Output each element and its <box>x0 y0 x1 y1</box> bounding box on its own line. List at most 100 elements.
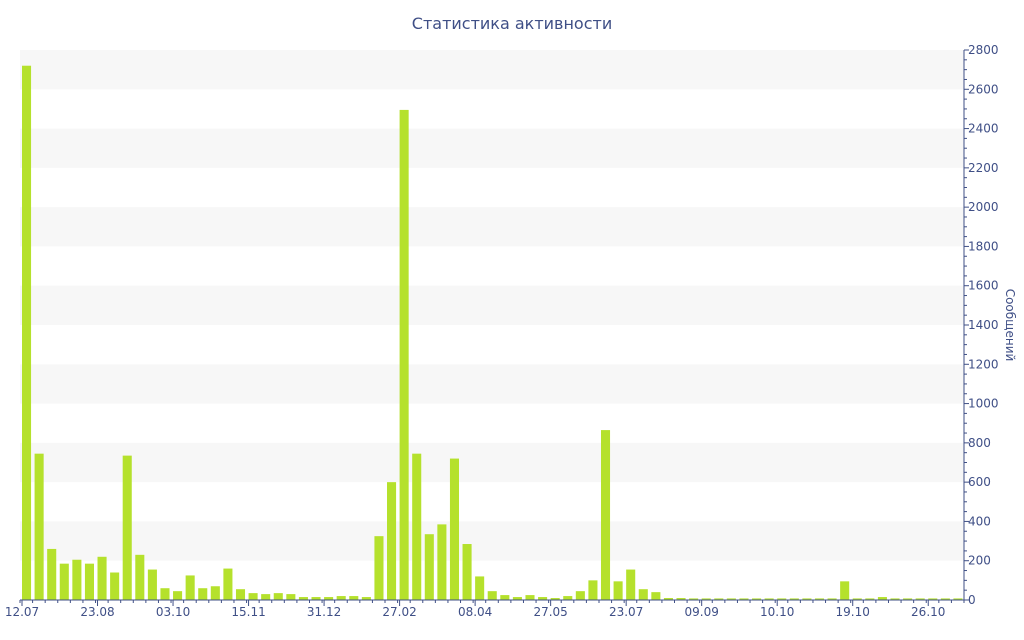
grid-band <box>20 285 964 325</box>
bar <box>349 596 359 600</box>
bar <box>235 589 246 600</box>
bar <box>72 559 82 600</box>
grid-band <box>20 50 964 90</box>
y-tick-label: 1600 <box>968 279 999 293</box>
bar <box>412 453 422 600</box>
y-axis: 0 200 400 600 800 1000 1200 1400 1600 1800 2000 220… <box>963 43 999 607</box>
x-tick-label: 27.02 <box>382 605 416 619</box>
bar <box>223 568 233 600</box>
bar <box>638 589 648 600</box>
bar <box>563 596 573 600</box>
bar <box>261 594 271 600</box>
bar <box>903 598 913 600</box>
bar <box>789 598 799 600</box>
bar <box>399 109 409 601</box>
bar <box>525 595 535 600</box>
x-tick-label: 12.07 <box>5 605 39 619</box>
bar <box>97 556 107 600</box>
bar <box>676 598 686 600</box>
bar <box>588 580 598 600</box>
x-tick-label: 15.11 <box>231 605 265 619</box>
y-axis-title: Сообщений <box>1003 289 1017 362</box>
bar <box>248 593 258 600</box>
y-tick-label: 0 <box>968 593 976 607</box>
bar <box>122 455 132 600</box>
grid-band <box>20 442 964 483</box>
bar <box>865 598 875 600</box>
bar <box>324 597 334 600</box>
bar <box>374 536 384 600</box>
bar <box>487 591 497 600</box>
y-tick-label: 2800 <box>968 43 999 57</box>
grid-band <box>20 521 964 561</box>
bar <box>273 593 283 600</box>
y-tick-label: 2200 <box>968 161 999 175</box>
bar <box>160 588 170 600</box>
bar <box>626 569 636 600</box>
chart-title: Статистика активности <box>411 14 613 33</box>
bar <box>814 598 825 600</box>
bar <box>714 598 724 600</box>
bar <box>22 65 32 600</box>
y-tick-label: 2400 <box>968 122 999 136</box>
bar <box>135 554 145 600</box>
bar <box>575 591 585 600</box>
bar <box>34 453 44 600</box>
bar <box>739 598 749 600</box>
bar <box>424 534 434 600</box>
bar <box>852 598 862 600</box>
bar <box>752 598 762 600</box>
bar <box>462 544 472 600</box>
y-tick-label: 200 <box>968 554 991 568</box>
bar <box>286 594 296 600</box>
bar <box>940 598 950 600</box>
bar <box>198 588 208 600</box>
y-tick-label: 1000 <box>968 397 999 411</box>
bar-series <box>22 65 963 601</box>
y-tick-label: 800 <box>968 436 991 450</box>
bar <box>777 598 787 600</box>
bar <box>336 596 346 600</box>
bar <box>651 592 661 600</box>
bar <box>298 597 308 600</box>
bar <box>185 575 195 600</box>
bar <box>953 598 963 600</box>
x-tick-label: 27.05 <box>533 605 567 619</box>
bar <box>802 598 812 600</box>
grid-band <box>20 128 964 168</box>
bar <box>613 581 623 600</box>
bar <box>437 524 447 600</box>
x-tick-label: 26.10 <box>911 605 945 619</box>
y-tick-label: 400 <box>968 514 991 528</box>
bar <box>827 598 837 600</box>
grid-bands <box>20 50 964 561</box>
bar <box>538 597 548 600</box>
x-tick-label: 31.12 <box>307 605 341 619</box>
x-axis: 12.07 23.08 03.10 15.11 31.12 27.02 08.04 27.05… <box>5 599 965 619</box>
bar <box>890 598 900 600</box>
bar <box>147 569 157 600</box>
y-tick-label: 1200 <box>968 357 999 371</box>
bar <box>512 597 522 600</box>
y-tick-label: 1800 <box>968 239 999 253</box>
x-tick-label: 19.10 <box>836 605 870 619</box>
x-tick-label: 09.09 <box>685 605 719 619</box>
bar <box>701 598 711 600</box>
y-tick-label: 2000 <box>968 200 999 214</box>
x-tick-label: 10.10 <box>760 605 794 619</box>
bar <box>600 430 611 600</box>
bar <box>500 595 510 600</box>
bar <box>475 576 485 600</box>
y-tick-label: 1400 <box>968 318 999 332</box>
x-tick-label: 03.10 <box>156 605 190 619</box>
bar <box>84 563 94 600</box>
y-tick-label: 2600 <box>968 82 999 96</box>
grid-band <box>20 207 964 247</box>
bar <box>210 586 220 600</box>
bar <box>663 598 673 600</box>
bar <box>449 458 460 600</box>
x-tick-label: 23.08 <box>80 605 114 619</box>
bar <box>361 597 371 600</box>
bar <box>689 598 699 600</box>
